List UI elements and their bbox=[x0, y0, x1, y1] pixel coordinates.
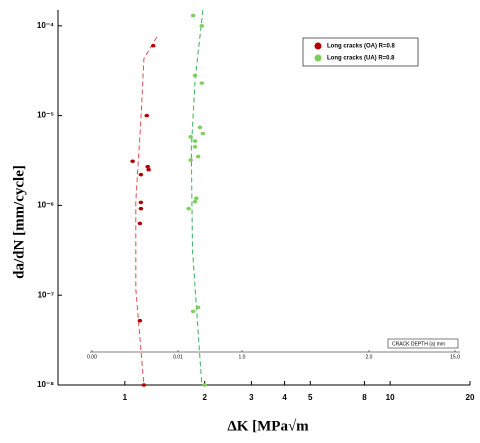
y-tick-label: 10⁻⁴ bbox=[37, 21, 54, 30]
point bbox=[192, 144, 198, 149]
point bbox=[192, 73, 198, 78]
x-tick-label: 10 bbox=[386, 393, 395, 402]
y-tick-label: 10⁻⁷ bbox=[38, 290, 54, 299]
y-tick-label: 10⁻⁵ bbox=[37, 111, 54, 120]
inset-tick-label: 0.01 bbox=[173, 354, 183, 360]
point bbox=[138, 200, 144, 205]
x-axis-label: ΔK [MPa√m bbox=[227, 418, 309, 434]
point bbox=[199, 81, 205, 85]
point bbox=[194, 196, 199, 201]
x-tick-label: 2 bbox=[202, 393, 207, 402]
point bbox=[150, 43, 156, 48]
x-tick-label: 20 bbox=[466, 393, 475, 402]
point bbox=[192, 139, 198, 143]
point bbox=[199, 24, 205, 28]
point bbox=[141, 383, 147, 387]
y-tick-label: 10⁻⁶ bbox=[37, 201, 54, 210]
legend-label: Long cracks (UA) R=0.8 bbox=[327, 56, 395, 62]
legend-marker bbox=[314, 42, 322, 50]
x-tick-label: 5 bbox=[308, 393, 313, 402]
legend-label: Long cracks (OA) R=0.8 bbox=[327, 44, 396, 50]
point bbox=[195, 154, 201, 159]
x-tick-label: 1 bbox=[123, 393, 128, 402]
point bbox=[195, 305, 201, 310]
point bbox=[197, 125, 203, 130]
fit-line bbox=[135, 36, 158, 386]
legend-box bbox=[302, 37, 419, 67]
inset-tick-label: 0.00 bbox=[87, 354, 97, 360]
point bbox=[138, 206, 144, 211]
point bbox=[190, 309, 196, 314]
legend-marker bbox=[314, 54, 322, 62]
point bbox=[188, 158, 193, 162]
x-tick-label: 4 bbox=[282, 393, 287, 402]
point bbox=[192, 199, 198, 204]
point bbox=[137, 318, 143, 323]
point bbox=[186, 206, 191, 211]
point bbox=[188, 135, 193, 139]
point bbox=[146, 167, 151, 172]
point bbox=[200, 131, 206, 136]
point bbox=[130, 159, 135, 164]
inset-box bbox=[387, 338, 459, 349]
y-tick-label: 10⁻⁸ bbox=[37, 380, 54, 389]
inset-tick-label: 15.0 bbox=[450, 354, 460, 360]
point bbox=[137, 221, 143, 226]
x-tick-label: 8 bbox=[362, 393, 367, 402]
point bbox=[202, 383, 207, 387]
point bbox=[144, 113, 150, 118]
x-tick-label: 3 bbox=[249, 393, 254, 402]
point bbox=[145, 164, 151, 169]
inset-tick-label: 2.0 bbox=[366, 354, 373, 360]
point bbox=[190, 13, 196, 18]
y-axis-label: da/dN [mm/cycle] bbox=[11, 165, 27, 279]
point bbox=[138, 172, 144, 177]
fit-line bbox=[190, 9, 204, 386]
inset-title: CRACK DEPTH (a) mm bbox=[392, 341, 445, 347]
inset-tick-label: 1.0 bbox=[239, 354, 246, 360]
